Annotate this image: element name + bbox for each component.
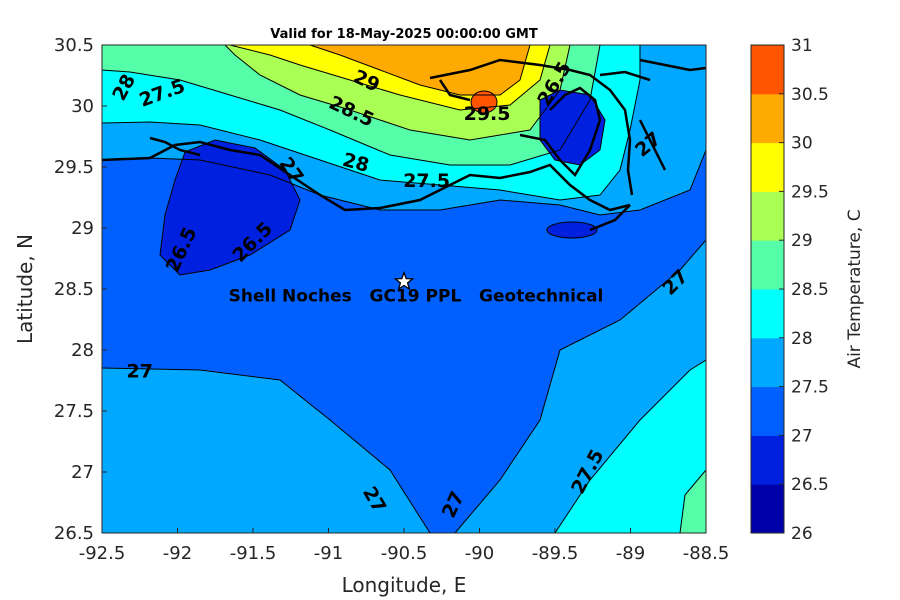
site-marker [393, 270, 415, 291]
x-tick-label: -91.5 [230, 543, 277, 564]
colorbar-segment [751, 484, 784, 534]
colorbar-tick-label: 29.5 [791, 182, 829, 202]
colorbar-tick-label: 28 [791, 329, 813, 349]
colorbar-segment [751, 191, 784, 241]
level-fill-29-5-north [265, 45, 530, 95]
site-star-icon [393, 270, 415, 291]
colorbar-tick-label: 27.5 [791, 378, 829, 398]
colorbar-segment [751, 142, 784, 192]
coastline [102, 58, 706, 232]
contour-label: 29.5 [464, 103, 511, 125]
colorbar-tick-label: 28.5 [791, 280, 829, 300]
colorbar-tick-label: 29 [791, 231, 813, 251]
y-tick-label: 29.5 [54, 157, 94, 178]
hotspot-30 [470, 90, 498, 114]
colorbar-tick-label: 26.5 [791, 475, 829, 495]
x-tick-label: -90 [465, 543, 494, 564]
x-tick-label: -92 [163, 543, 192, 564]
x-axis-title: Longitude, E [342, 573, 467, 597]
level-fill-27-west [102, 368, 430, 533]
y-tick-label: 28.5 [54, 279, 94, 300]
y-tick-label: 27 [71, 462, 94, 483]
colorbar-segment [751, 386, 784, 436]
colorbar-tick-label: 30 [791, 134, 813, 154]
x-tick-label: -90.5 [381, 543, 428, 564]
colorbar-tick-label: 27 [791, 426, 813, 446]
site-label: Shell Noches GC19 PPL Geotechnical [229, 287, 604, 307]
y-tick-label: 26.5 [54, 523, 94, 544]
x-tick-label: -89.5 [532, 543, 579, 564]
colorbar-tick-label: 26 [791, 524, 813, 544]
level-fill-27-5-southeast [555, 360, 706, 533]
x-tick-label: -88.5 [683, 543, 730, 564]
colorbar-tick-label: 31 [791, 36, 813, 56]
colorbar-segment [751, 240, 784, 290]
map-title: Valid for 18-May-2025 00:00:00 GMT [270, 27, 538, 42]
y-tick-label: 28 [71, 340, 94, 361]
level-fill-26-east [546, 221, 598, 239]
x-tick-label: -91 [314, 543, 343, 564]
y-tick-label: 30.5 [54, 35, 94, 56]
contour-label: 27 [127, 360, 153, 382]
x-axis: -92.5 -92 -91.5 -91 -90.5 -90 -89.5 -89 -88.5 [79, 528, 730, 564]
colorbar-segment [751, 289, 784, 339]
y-axis-title: Latitude, N [13, 234, 37, 344]
colorbar-segment [751, 435, 784, 485]
contour-label: 27.5 [403, 170, 450, 192]
level-fill-28-southeast [680, 470, 706, 533]
colorbar: 26 26.5 27 27.5 28 28.5 29 29.5 30 30.5 31 [751, 36, 829, 544]
x-tick-label: -92.5 [79, 543, 126, 564]
colorbar-segment [751, 93, 784, 144]
y-axis: 26.5 27 27.5 28 28.5 29 29.5 30 30.5 [54, 35, 107, 544]
y-tick-label: 30 [71, 96, 94, 117]
colorbar-label: Air Temperature, C [845, 209, 865, 368]
y-tick-label: 29 [71, 218, 94, 239]
colorbar-segment [751, 45, 784, 95]
contour-lines [102, 45, 706, 533]
colorbar-segment [751, 337, 784, 388]
colorbar-frame [750, 44, 785, 534]
x-tick-label: -89 [616, 543, 645, 564]
y-tick-label: 27.5 [54, 401, 94, 422]
colorbar-tick-label: 30.5 [791, 85, 829, 105]
